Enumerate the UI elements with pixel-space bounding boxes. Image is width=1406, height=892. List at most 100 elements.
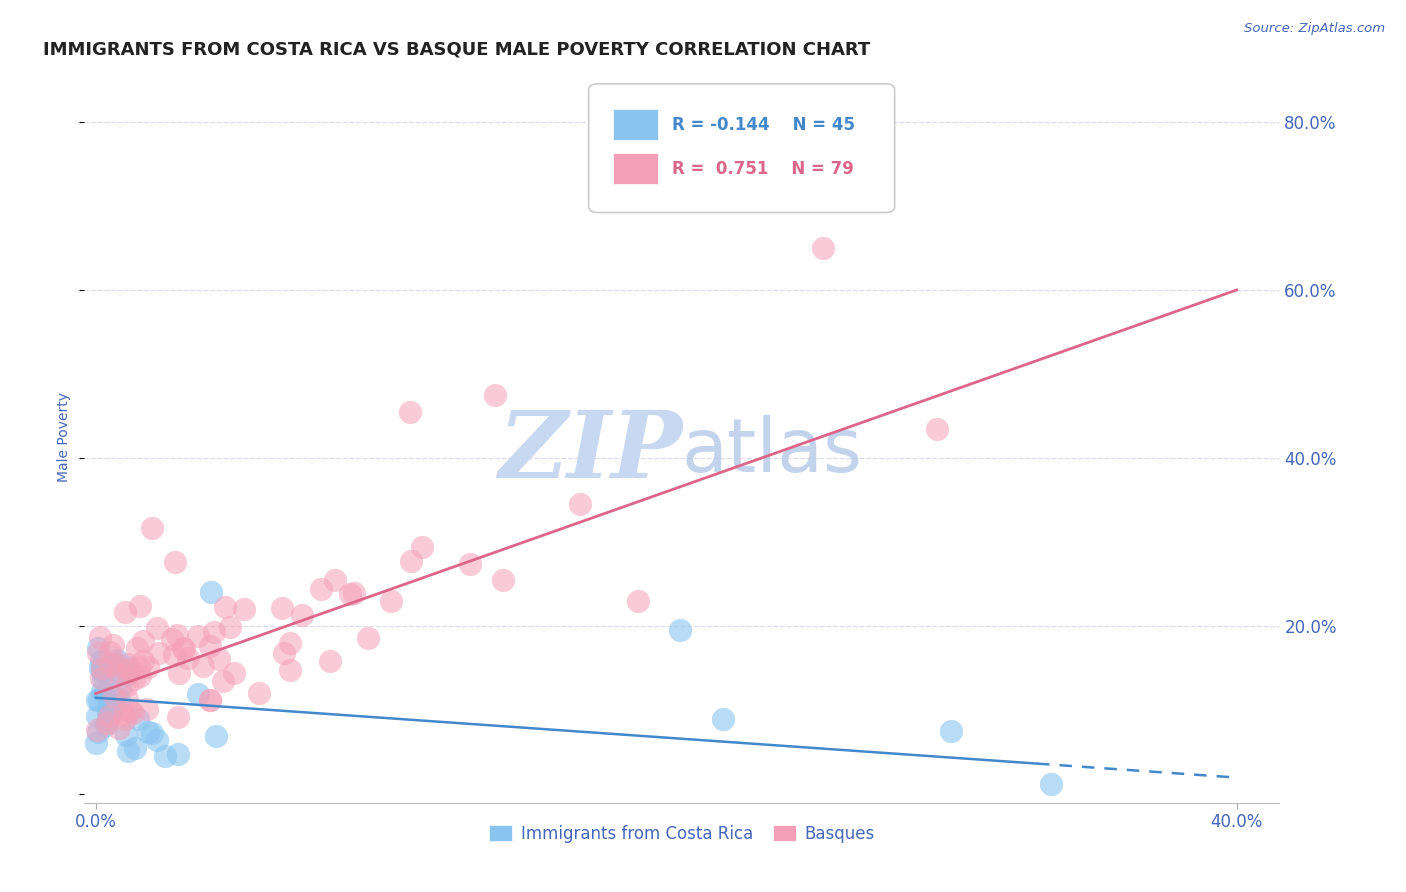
Text: R =  0.751    N = 79: R = 0.751 N = 79 <box>672 160 855 178</box>
Point <box>86 736 108 750</box>
Point <box>98 657 121 671</box>
Point <box>136 702 159 716</box>
Point <box>146 733 169 747</box>
Point <box>87 724 110 739</box>
Point <box>278 663 301 677</box>
Point <box>90 661 112 675</box>
Point <box>86 708 108 723</box>
Point <box>343 586 366 600</box>
Point <box>90 661 112 675</box>
Point <box>115 692 138 706</box>
Point <box>86 693 108 707</box>
Bar <box>613 153 658 184</box>
Point <box>127 712 149 726</box>
Point <box>104 699 127 714</box>
Point <box>86 723 108 737</box>
Point <box>94 718 117 732</box>
Point <box>105 652 128 666</box>
Point <box>90 683 112 698</box>
Point <box>115 667 138 681</box>
Point <box>93 663 115 677</box>
Point <box>1040 777 1063 791</box>
Point <box>89 630 111 644</box>
Point <box>117 660 139 674</box>
Point <box>146 621 169 635</box>
Point <box>233 601 256 615</box>
Point <box>115 657 138 672</box>
Point <box>114 712 136 726</box>
Legend: Immigrants from Costa Rica, Basques: Immigrants from Costa Rica, Basques <box>482 818 882 849</box>
Point <box>97 705 120 719</box>
Point <box>173 642 195 657</box>
Point <box>91 661 114 675</box>
Point <box>290 607 312 622</box>
Point <box>357 631 380 645</box>
Text: ZIP: ZIP <box>498 407 682 497</box>
Point <box>118 704 141 718</box>
Point <box>125 640 148 655</box>
Point <box>177 650 200 665</box>
Point <box>214 599 236 614</box>
Point <box>380 594 402 608</box>
Point <box>411 540 433 554</box>
Point <box>484 388 506 402</box>
Point <box>711 712 734 726</box>
Point <box>198 693 221 707</box>
Point <box>122 673 145 687</box>
FancyBboxPatch shape <box>589 84 894 212</box>
Point <box>270 601 292 615</box>
Point <box>87 640 110 655</box>
Point <box>309 582 332 596</box>
Point <box>167 747 190 761</box>
Point <box>89 671 111 685</box>
Point <box>141 521 163 535</box>
Point <box>103 689 125 703</box>
Point <box>110 667 132 681</box>
Point <box>273 646 295 660</box>
Point <box>247 686 270 700</box>
Text: Source: ZipAtlas.com: Source: ZipAtlas.com <box>1244 22 1385 36</box>
Point <box>323 573 346 587</box>
Y-axis label: Male Poverty: Male Poverty <box>58 392 72 482</box>
Point <box>204 729 226 743</box>
Point <box>132 633 155 648</box>
Point <box>117 744 139 758</box>
Point <box>319 654 342 668</box>
Point <box>278 636 301 650</box>
Point <box>141 725 163 739</box>
Point <box>96 713 118 727</box>
Point <box>212 673 235 688</box>
Point <box>118 662 141 676</box>
Point <box>172 640 194 655</box>
Point <box>93 687 115 701</box>
Point <box>97 698 120 712</box>
Point <box>100 706 122 720</box>
Point <box>200 693 222 707</box>
Point <box>162 632 184 647</box>
Point <box>148 646 170 660</box>
Point <box>98 645 121 659</box>
Point <box>128 660 150 674</box>
Point <box>167 666 190 681</box>
Point <box>398 405 420 419</box>
Point <box>108 691 131 706</box>
Point <box>339 587 361 601</box>
Point <box>108 667 131 681</box>
Text: atlas: atlas <box>682 415 863 488</box>
Point <box>132 654 155 668</box>
Point <box>200 585 222 599</box>
Point <box>122 706 145 720</box>
Point <box>165 555 187 569</box>
Point <box>166 628 188 642</box>
Point <box>115 728 138 742</box>
Point <box>117 678 139 692</box>
Point <box>96 716 118 731</box>
Point <box>114 606 136 620</box>
Point <box>163 648 186 663</box>
Point <box>927 422 949 436</box>
Point <box>89 660 111 674</box>
Point <box>202 625 225 640</box>
Point <box>811 241 834 255</box>
Point <box>89 693 111 707</box>
Text: R = -0.144    N = 45: R = -0.144 N = 45 <box>672 116 855 134</box>
